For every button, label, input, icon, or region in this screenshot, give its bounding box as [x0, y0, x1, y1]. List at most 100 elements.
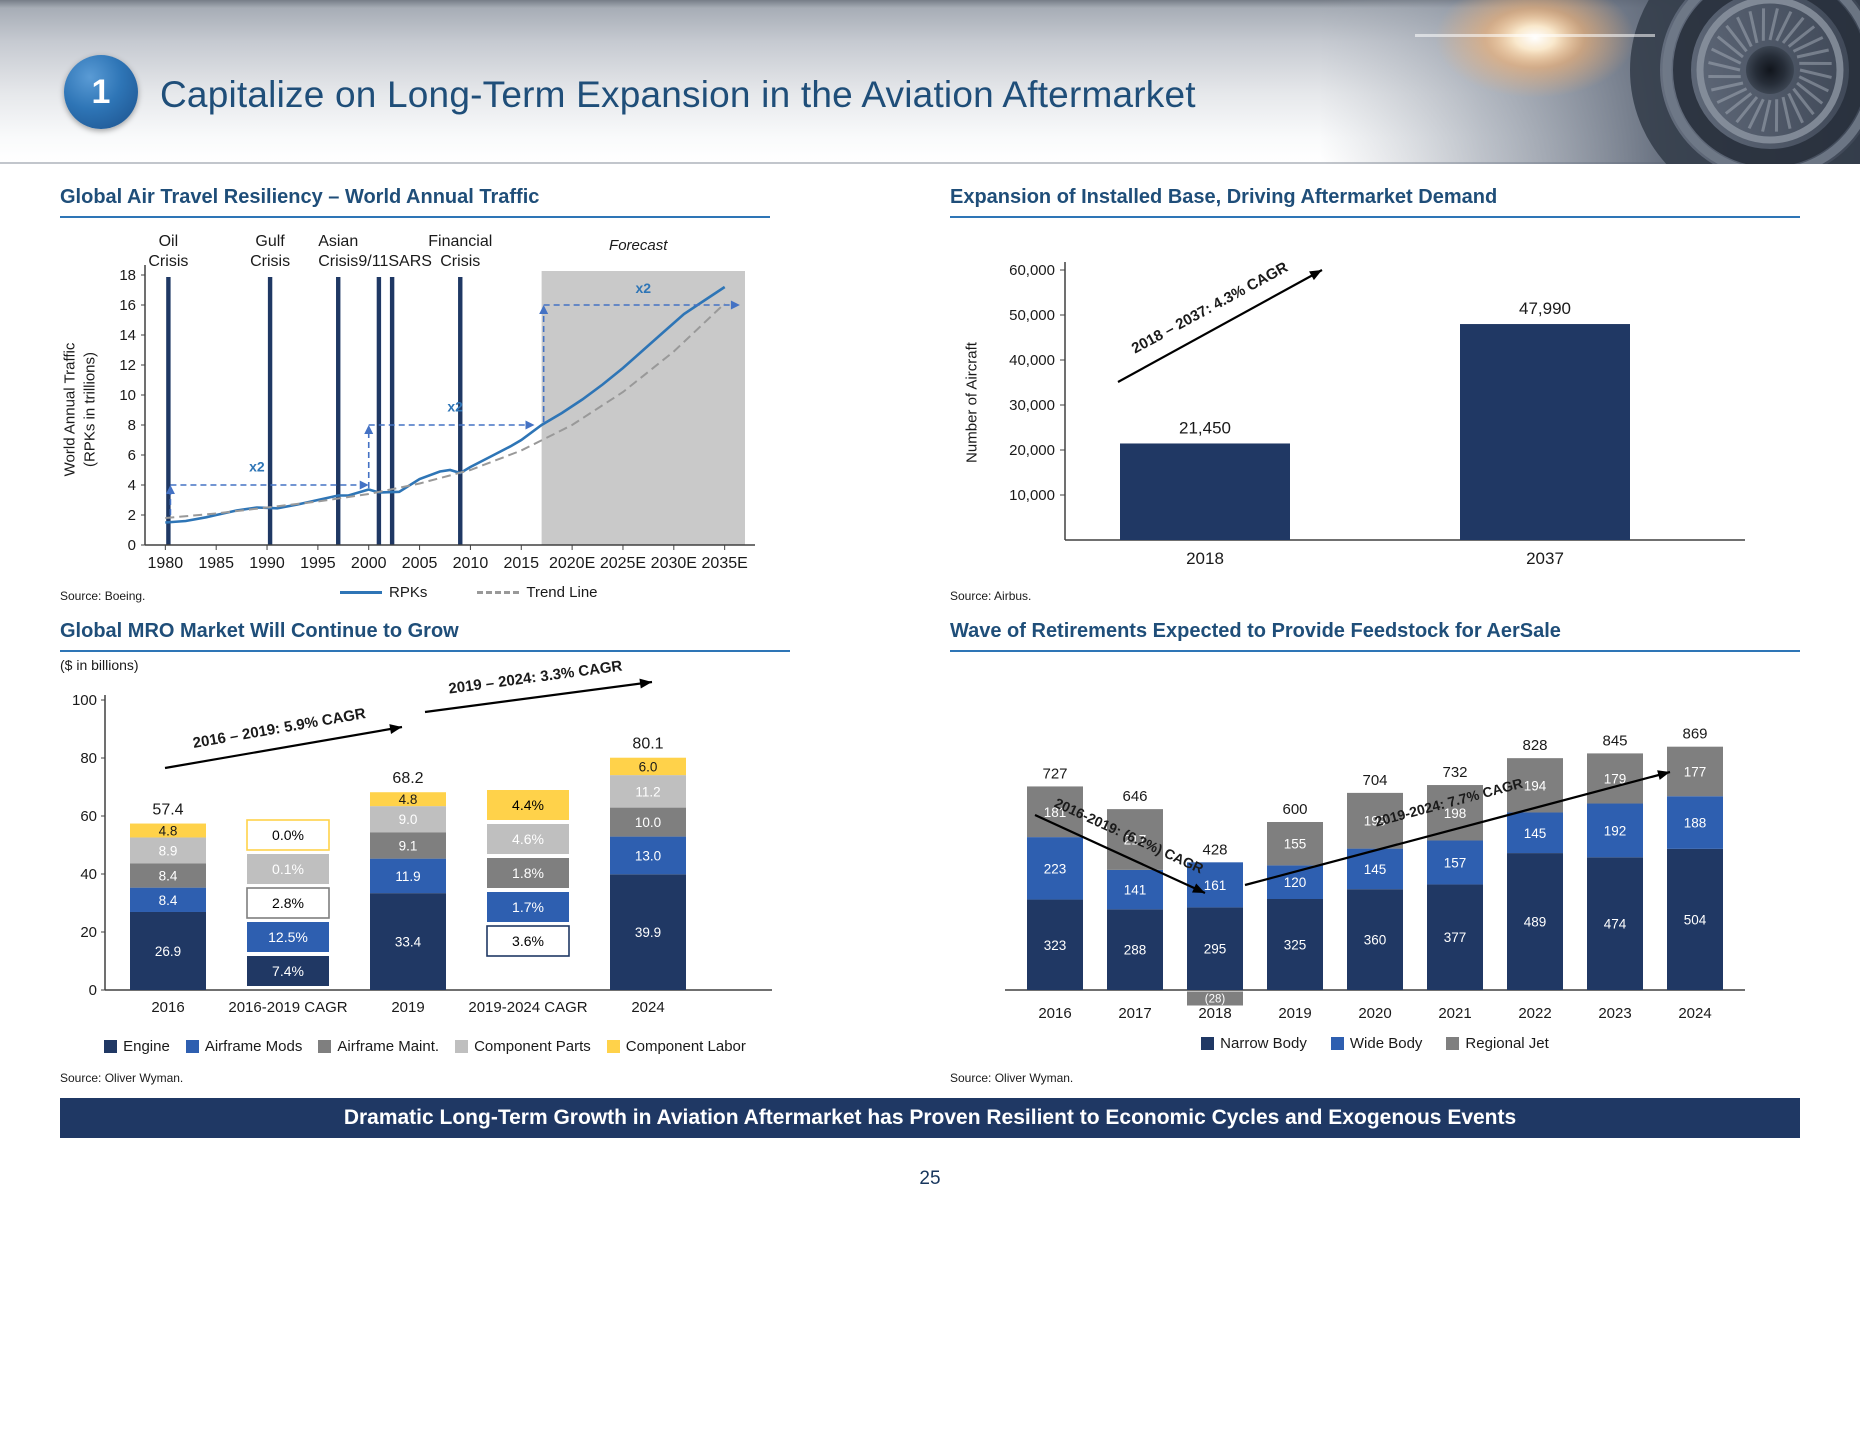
- x-tick-label: 2016-2019 CAGR: [228, 999, 347, 1016]
- segment-label: 288: [1124, 943, 1147, 958]
- segment-label: 9.1: [399, 838, 418, 853]
- engine-blade: [1716, 87, 1748, 104]
- stack-segment: [1107, 909, 1163, 990]
- legend-swatch: [340, 591, 382, 594]
- cagr-arrow-2: [424, 680, 653, 714]
- doubling-up-arrowhead: [539, 305, 549, 314]
- tspan: Crisis: [440, 253, 480, 270]
- cagr-box: [247, 956, 329, 986]
- engine-blade: [1787, 25, 1816, 48]
- y-tick-label: 40,000: [1009, 352, 1055, 369]
- legend-item: Narrow Body: [1201, 1035, 1307, 1052]
- x-tick-label: 2035E: [702, 555, 748, 572]
- doubling-annotation: x2: [364, 399, 535, 488]
- stack-total-label: 828: [1522, 737, 1547, 754]
- stack-segment: [1347, 889, 1403, 990]
- engine-blades: [1708, 8, 1832, 132]
- legend-swatch: [1446, 1037, 1460, 1050]
- bar-value-label: 21,450: [1179, 418, 1231, 437]
- cagr-box: [487, 892, 569, 922]
- x-tick-label: 2016: [151, 999, 184, 1016]
- cagr-arrow: [1117, 269, 1323, 383]
- jet-engine-image: [1320, 0, 1860, 164]
- legend-item: Airframe Maint.: [318, 1038, 439, 1055]
- engine-blade: [1736, 16, 1753, 48]
- y-tick-label: 0: [89, 982, 97, 999]
- crisis-line: [166, 277, 171, 545]
- y-tick-label: 8: [128, 417, 136, 434]
- tspan: 9/11SARS: [358, 253, 432, 270]
- legend-swatch: [104, 1040, 118, 1053]
- cagr-arrow-1: [164, 725, 403, 770]
- cagr-arrow-head: [1309, 270, 1322, 281]
- segment-label: 179: [1604, 771, 1627, 786]
- legend-item: Trend Line: [477, 584, 598, 601]
- stack-total-label: 428: [1202, 841, 1227, 858]
- stack-segment: [610, 775, 686, 808]
- segment-label: 295: [1204, 942, 1227, 957]
- tspan: Crisis: [250, 253, 290, 270]
- segment-label: 161: [1204, 878, 1227, 893]
- segment-label: 13.0: [635, 848, 661, 863]
- stack-segment: [610, 836, 686, 875]
- stack-segment: [1427, 785, 1483, 841]
- doubling-right-arrowhead: [359, 480, 369, 490]
- segment-label: 504: [1684, 912, 1707, 927]
- engine-blade: [1735, 96, 1759, 124]
- cagr-label: 2018 – 2037: 4.3% CAGR: [1129, 259, 1291, 358]
- segment-label: 199: [1364, 814, 1387, 829]
- tspan: Crisis: [148, 253, 188, 270]
- stack-segment: [610, 757, 686, 776]
- installed-y-axis-title: Number of Aircraft: [963, 342, 981, 463]
- crisis-line: [458, 277, 463, 545]
- segment-label: 198: [1444, 806, 1467, 821]
- cagr-arrow-1-label: 2016 – 2019: 5.9% CAGR: [192, 705, 368, 752]
- stack-segment: [130, 911, 206, 990]
- segment-label: 11.2: [635, 784, 660, 799]
- chart-mro-svg: 0 20 40 60 80 100 26.9 8.4 8.4 8.9 4.8 57.4 2016 7.4%…: [72, 658, 772, 1016]
- stack-segment: [370, 893, 446, 990]
- stack-segment: [1107, 869, 1163, 910]
- crisis-label: 9/11SARS: [358, 253, 432, 270]
- segment-label: 4.8: [159, 824, 178, 839]
- engine-blade: [1708, 61, 1741, 72]
- chart-legend: RPKs Trend Line: [340, 584, 598, 601]
- y-tick-label: 40: [80, 866, 97, 883]
- banner-text: Dramatic Long-Term Growth in Aviation Af…: [343, 1106, 1517, 1129]
- tspan: Oil: [159, 233, 179, 250]
- crisis-label: Financial Crisis: [428, 233, 492, 270]
- cagr-box-label: 3.6%: [512, 933, 544, 949]
- lens-flare: [1435, 0, 1635, 98]
- segment-label: 4.8: [399, 792, 418, 807]
- engine-blade: [1799, 68, 1832, 79]
- stack-segment: [1587, 753, 1643, 804]
- x-tick-label: 2020: [1358, 1005, 1391, 1022]
- crisis-line: [376, 277, 382, 545]
- cagr-box: [247, 854, 329, 884]
- cagr-box: [486, 925, 570, 957]
- legend-swatch: [477, 591, 520, 594]
- segment-label: 474: [1604, 917, 1627, 932]
- y-tick-label: 60: [80, 808, 97, 825]
- legend-label: Airframe Maint.: [337, 1038, 440, 1055]
- segment-label: 9.0: [399, 812, 418, 827]
- bar-2018: [1120, 443, 1290, 540]
- segment-label: 157: [1444, 855, 1467, 870]
- cagr-box-label: 12.5%: [268, 929, 308, 945]
- traffic-y-axis-title: World Annual Traffic (RPKs in trillions): [61, 260, 100, 560]
- y-axis-title-line2: (RPKs in trillions): [81, 351, 98, 468]
- x-tick-label: 1995: [300, 555, 336, 572]
- engine-blade: [1716, 35, 1744, 59]
- segment-label: 6.0: [639, 759, 658, 774]
- segment-label: 192: [1604, 823, 1627, 838]
- y-tick-label: 80: [80, 750, 97, 767]
- stack-segment: [130, 887, 206, 912]
- legend-label: Component Labor: [625, 1038, 746, 1055]
- legend-label: Engine: [123, 1038, 170, 1055]
- crisis-label: Oil Crisis: [148, 233, 188, 270]
- engine-blade: [1792, 87, 1815, 116]
- segment-label: 323: [1044, 938, 1067, 953]
- cagr-arrow-1-head: [1192, 883, 1205, 893]
- legend-item: Wide Body: [1330, 1035, 1422, 1052]
